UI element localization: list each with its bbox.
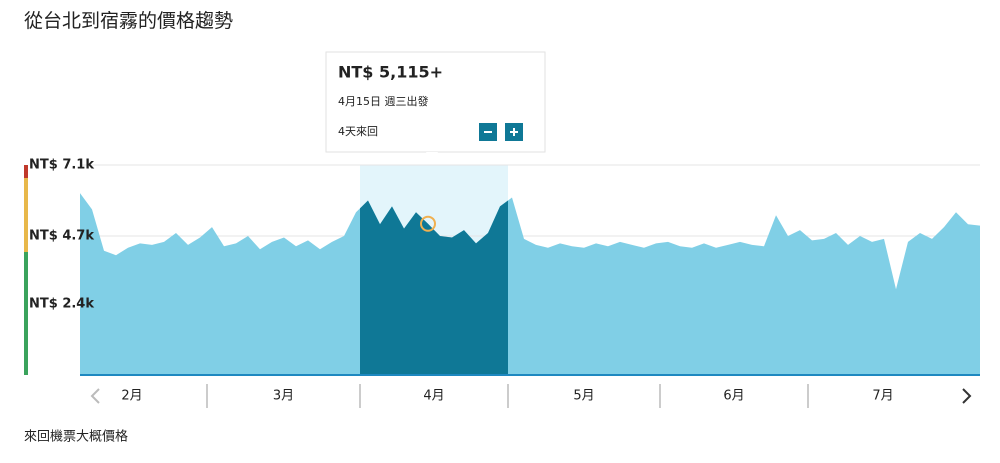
price-area xyxy=(80,193,980,375)
selected-point xyxy=(420,215,436,232)
next-arrow[interactable] xyxy=(962,388,972,404)
price-area-highlight xyxy=(360,200,508,375)
month-label[interactable]: 4月 xyxy=(423,389,444,404)
footnote: 來回機票大概價格 xyxy=(24,429,128,445)
month-label[interactable]: 2月 xyxy=(121,389,142,404)
level-high xyxy=(24,165,28,178)
tooltip-price: NT$ 5,115+ xyxy=(338,63,443,82)
y-tick-label: NT$ 4.7k xyxy=(29,228,94,243)
tooltip: NT$ 5,115+ 4月15日 週三出發 4天來回 xyxy=(325,51,546,158)
prev-arrow[interactable] xyxy=(90,388,100,404)
month-label[interactable]: 3月 xyxy=(273,389,294,404)
level-mid xyxy=(24,178,28,252)
y-tick-label: NT$ 7.1k xyxy=(29,158,94,173)
plot xyxy=(80,164,980,375)
level-low xyxy=(24,252,28,375)
y-tick-label: NT$ 2.4k xyxy=(29,297,94,312)
tooltip-date: 4月15日 週三出發 xyxy=(338,94,429,108)
title: 從台北到宿霧的價格趨勢 xyxy=(24,10,233,32)
month-label[interactable]: 5月 xyxy=(573,389,594,404)
tooltip-pointer xyxy=(426,152,438,158)
month-label[interactable]: 7月 xyxy=(872,389,893,404)
month-label[interactable]: 6月 xyxy=(723,389,744,404)
tooltip-trip: 4天來回 xyxy=(338,125,378,138)
